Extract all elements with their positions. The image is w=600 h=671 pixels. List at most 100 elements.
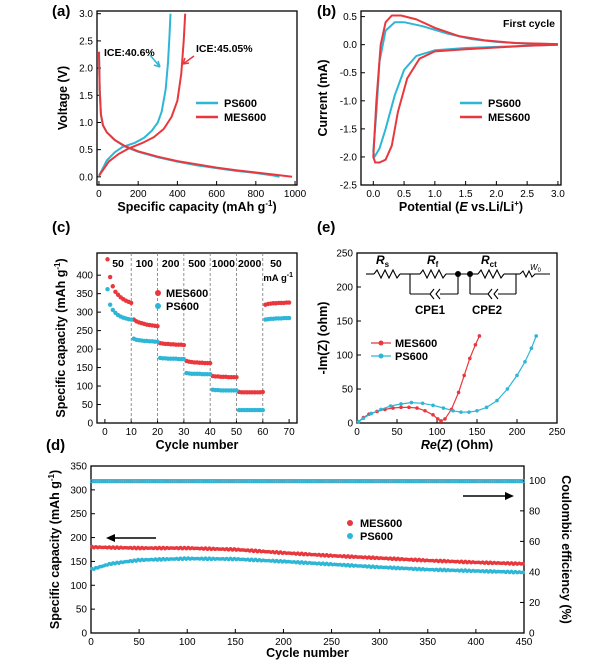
- panel-b-label: (b): [317, 3, 336, 20]
- panel-c-ytick-label: 400: [76, 271, 93, 282]
- panel-e-point-mes600: [415, 406, 419, 410]
- panel-d-efficiency-point-ps600: [166, 479, 171, 484]
- panel-e-point-mes600: [439, 419, 443, 423]
- panel-c-xtick-label: 50: [231, 427, 243, 438]
- panel-d-efficiency-point-ps600: [386, 479, 391, 484]
- panel-d-xtick-label: 200: [275, 637, 292, 648]
- panel-c-xtick-label: 40: [205, 427, 217, 438]
- panel-d-efficiency-point-ps600: [180, 479, 185, 484]
- panel-d-efficiency-point-ps600: [199, 479, 204, 484]
- panel-c-point-mes600: [105, 257, 110, 262]
- panel-d-efficiency-point-ps600: [426, 479, 431, 484]
- panel-d-efficiency-point-ps600: [336, 479, 341, 484]
- panel-e-point-mes600: [456, 390, 461, 395]
- panel-d-efficiency-point-ps600: [147, 479, 152, 484]
- panel-c-rate-unit: mA g-1: [263, 272, 293, 284]
- panel-d-efficiency-point-ps600: [111, 479, 116, 484]
- panel-d-efficiency-point-ps600: [440, 479, 445, 484]
- panel-d-efficiency-point-ps600: [320, 479, 325, 484]
- panel-c-ytick-label: 300: [76, 308, 93, 319]
- panel-d-y2tick-label: 0: [529, 629, 535, 640]
- panel-d-efficiency-point-ps600: [124, 479, 129, 484]
- panel-c-legend-marker: [155, 290, 161, 296]
- panel-c-rate-label: 100: [136, 258, 154, 270]
- panel-e-point-mes600: [399, 405, 403, 410]
- panel-d-efficiency-point-ps600: [109, 479, 114, 484]
- panel-d-xlabel: Cycle number: [266, 646, 349, 660]
- panel-d-efficiency-point-ps600: [324, 479, 329, 484]
- panel-d-efficiency-point-ps600: [411, 479, 416, 484]
- panel-d-efficiency-point-ps600: [505, 479, 510, 484]
- panel-c-xtick-label: 10: [126, 427, 138, 438]
- circuit-resistor-rf: [419, 268, 447, 280]
- panel-d-efficiency-point-ps600: [311, 479, 316, 484]
- panel-d-efficiency-point-ps600: [476, 479, 481, 484]
- panel-a-ytick-label: 0.5: [79, 145, 93, 156]
- panel-d-legend-marker: [347, 520, 353, 526]
- panel-d-efficiency-point-ps600: [103, 479, 108, 484]
- panel-d-efficiency-point-ps600: [459, 479, 464, 484]
- panel-e-ylabel: -Im(Z) (ohm): [316, 302, 330, 375]
- panel-d-xtick-label: 0: [88, 637, 94, 648]
- panel-d-y2tick-label: 80: [529, 506, 541, 517]
- panel-d-xtick-label: 50: [134, 637, 146, 648]
- panel-d-efficiency-point-ps600: [484, 479, 489, 484]
- panel-c-point-ps600: [181, 356, 187, 362]
- panel-d-efficiency-point-ps600: [176, 479, 181, 484]
- panel-d-efficiency-point-ps600: [265, 479, 270, 484]
- panel-c-point-ps600: [110, 307, 115, 313]
- panel-d-xtick-label: 300: [371, 637, 388, 648]
- panel-d-efficiency-point-ps600: [521, 479, 526, 484]
- panel-e-frame: [356, 252, 558, 424]
- panel-d-efficiency-point-ps600: [507, 479, 512, 484]
- panel-d-efficiency-point-ps600: [184, 479, 189, 484]
- panel-e-xtick-label: 150: [469, 427, 486, 438]
- panel-e-xtick-label: 100: [429, 427, 446, 438]
- panel-a-label: (a): [52, 3, 70, 20]
- panel-e-point-ps600: [420, 401, 425, 406]
- panel-a-xtick-label: 800: [247, 189, 264, 200]
- panel-d-efficiency-point-ps600: [226, 479, 231, 484]
- panel-d-efficiency-point-ps600: [101, 479, 106, 484]
- panel-e-point-ps600: [505, 387, 510, 391]
- panel-a-ylabel: Voltage (V): [56, 66, 70, 130]
- panel-c-point-mes600: [107, 274, 113, 280]
- panel-c-ytick-label: 200: [76, 345, 93, 356]
- panel-d-efficiency-point-ps600: [251, 479, 256, 484]
- panel-e-xtick-label: 50: [391, 427, 403, 438]
- panel-d-efficiency-point-ps600: [343, 479, 348, 484]
- panel-d-efficiency-point-ps600: [424, 479, 429, 484]
- panel-e-legend-label: PS600: [395, 351, 428, 363]
- circuit-node: [467, 271, 473, 277]
- panel-d-efficiency-point-ps600: [170, 479, 175, 484]
- panel-d-efficiency-point-ps600: [159, 479, 164, 484]
- circuit-resistor-rs: [373, 268, 401, 280]
- panel-d-efficiency-point-ps600: [444, 479, 449, 484]
- panel-d-efficiency-point-ps600: [338, 479, 343, 484]
- panel-d-efficiency-point-ps600: [465, 479, 470, 484]
- panel-d-ytick-label: 300: [70, 485, 87, 496]
- panel-d-efficiency-point-ps600: [497, 479, 502, 484]
- panel-e-ytick-label: 50: [342, 385, 354, 396]
- panel-c-label: (c): [52, 219, 70, 236]
- panel-a-legend-label: MES600: [224, 112, 266, 124]
- panel-c-point-mes600: [110, 284, 115, 289]
- panel-d-efficiency-point-ps600: [205, 479, 210, 484]
- circuit-label-rs: Rs: [376, 253, 390, 269]
- panel-d-efficiency-point-ps600: [211, 479, 216, 484]
- panel-d-arrowhead-left: [106, 534, 115, 542]
- panel-d-legend-marker: [347, 533, 353, 539]
- panel-d-efficiency-point-ps600: [515, 479, 520, 484]
- panel-d-efficiency-point-ps600: [240, 479, 245, 484]
- panel-e-point-ps600: [475, 408, 479, 413]
- panel-d-efficiency-point-ps600: [182, 479, 187, 484]
- panel-d-efficiency-point-ps600: [511, 479, 516, 484]
- panel-c-point-mes600: [234, 374, 239, 380]
- panel-d-efficiency-point-ps600: [365, 479, 370, 484]
- panel-e-point-ps600: [529, 346, 534, 351]
- panel-c-point-mes600: [155, 323, 160, 329]
- panel-a-xtick-label: 400: [169, 189, 186, 200]
- panel-d-efficiency-point-ps600: [492, 479, 497, 484]
- panel-d-efficiency-point-ps600: [141, 479, 146, 484]
- panel-d-efficiency-point-ps600: [288, 479, 293, 484]
